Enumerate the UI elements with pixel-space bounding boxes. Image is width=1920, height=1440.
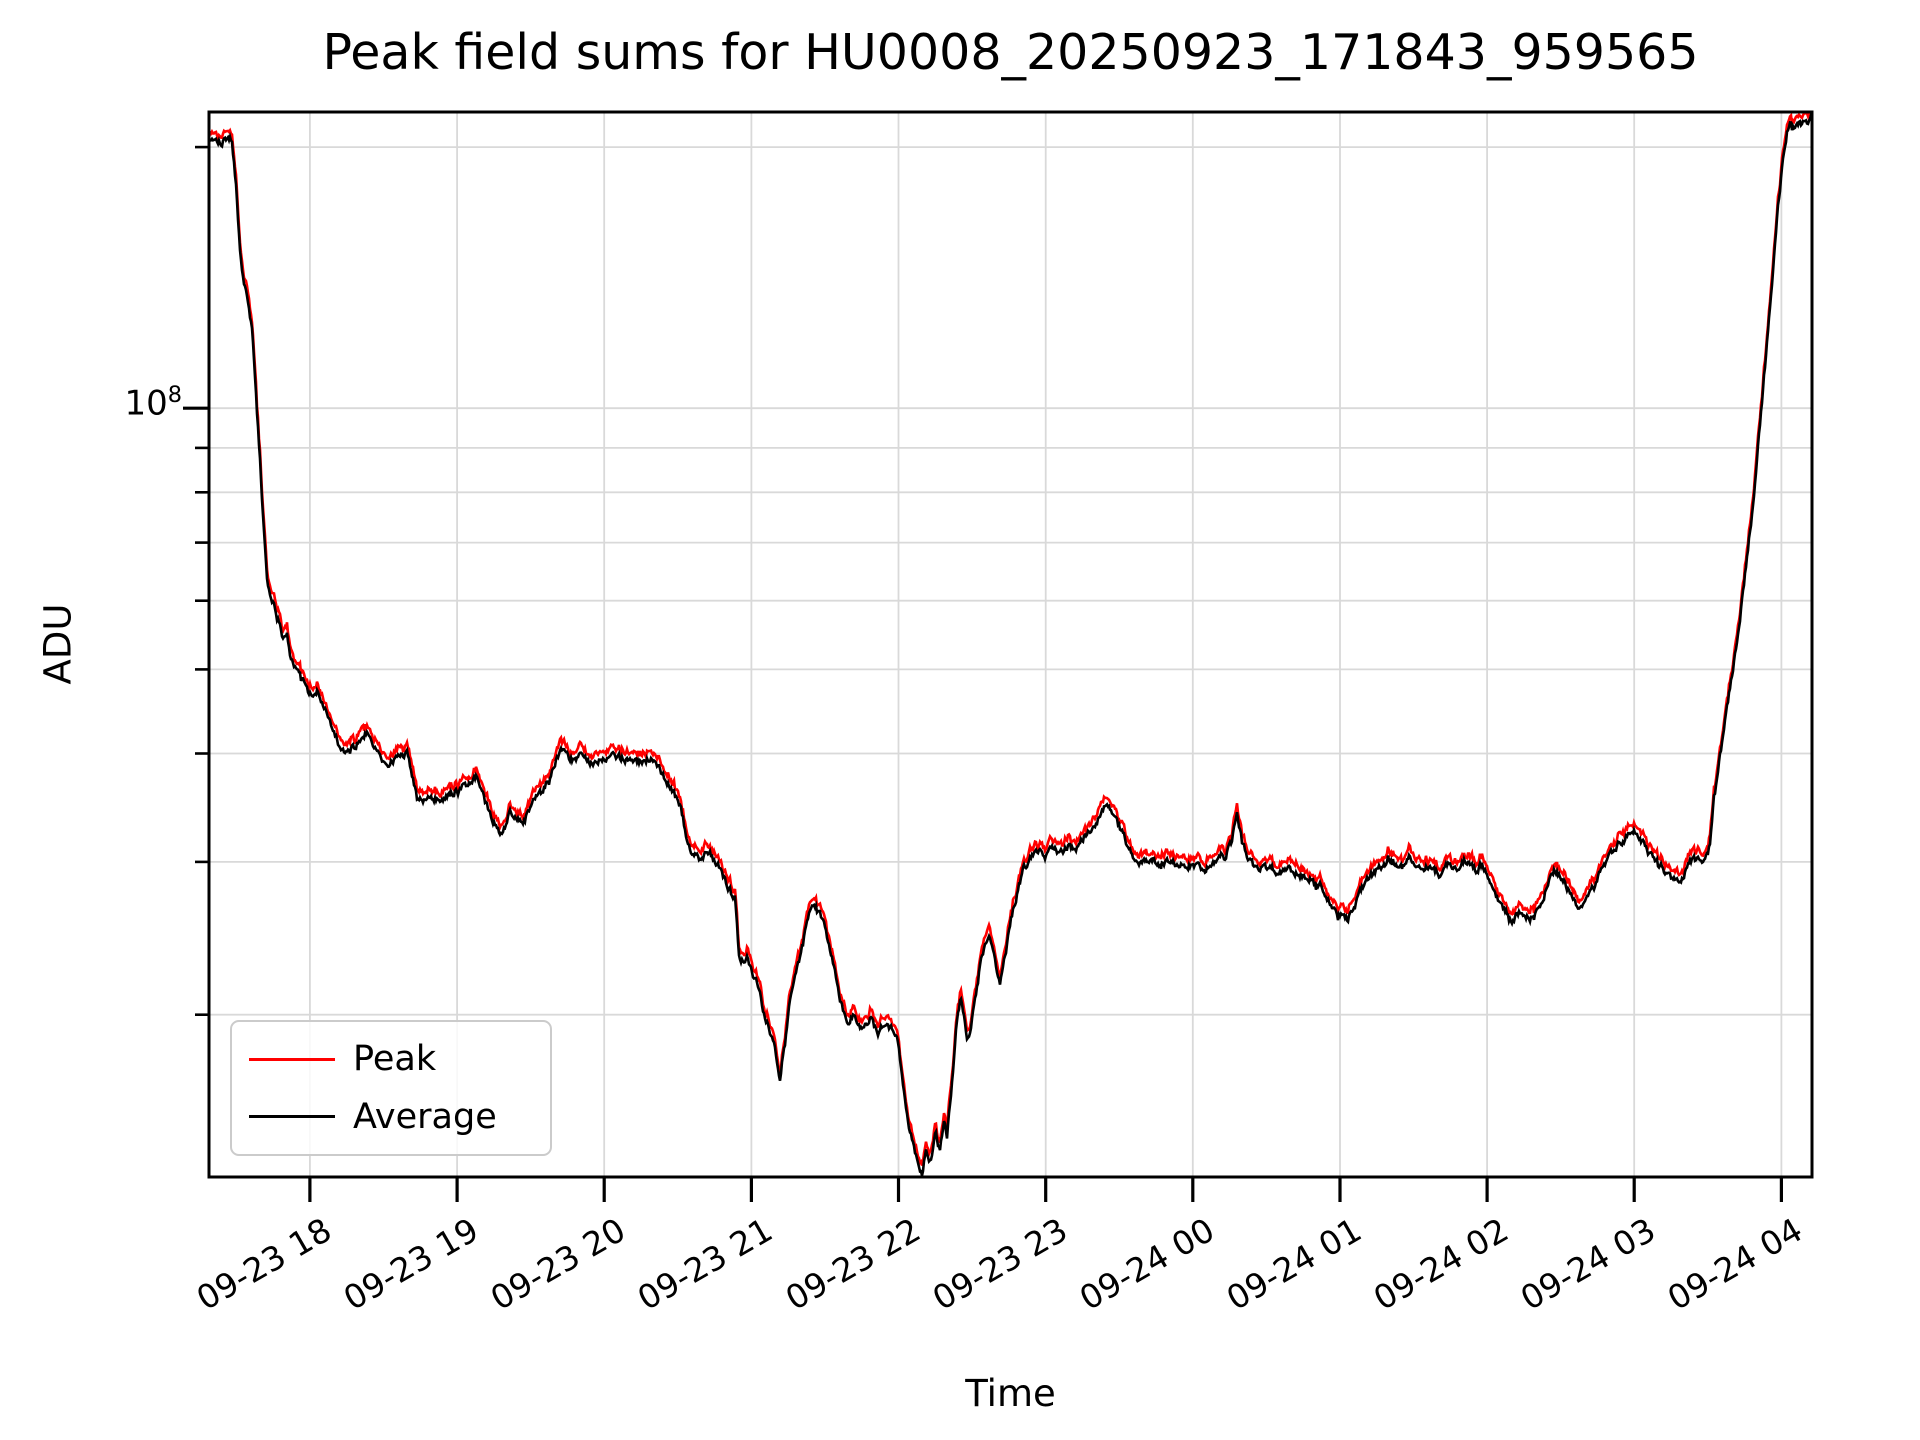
average-line-sample: [249, 1115, 335, 1119]
legend-label-peak: Peak: [353, 1039, 437, 1080]
legend-entry-peak: Peak: [249, 1039, 550, 1079]
y-major-tick-base: 10: [124, 383, 168, 424]
series-peak: [207, 110, 1812, 1166]
legend: Peak Average: [230, 1020, 552, 1156]
x-axis-label: Time: [965, 1372, 1056, 1415]
series-average: [207, 111, 1814, 1176]
legend-entry-average: Average: [249, 1097, 550, 1137]
y-major-tick-exponent: 8: [167, 382, 182, 408]
plot-spines: [207, 110, 1814, 1179]
y-major-tick-label: 108: [60, 382, 182, 424]
chart-title: Peak field sums for HU0008_20250923_1718…: [322, 24, 1699, 81]
axis-ticks: [183, 145, 1784, 1202]
gridlines: [209, 112, 1812, 1177]
legend-label-average: Average: [353, 1096, 497, 1137]
y-axis-label: ADU: [36, 603, 80, 685]
peak-line-sample: [249, 1057, 335, 1061]
